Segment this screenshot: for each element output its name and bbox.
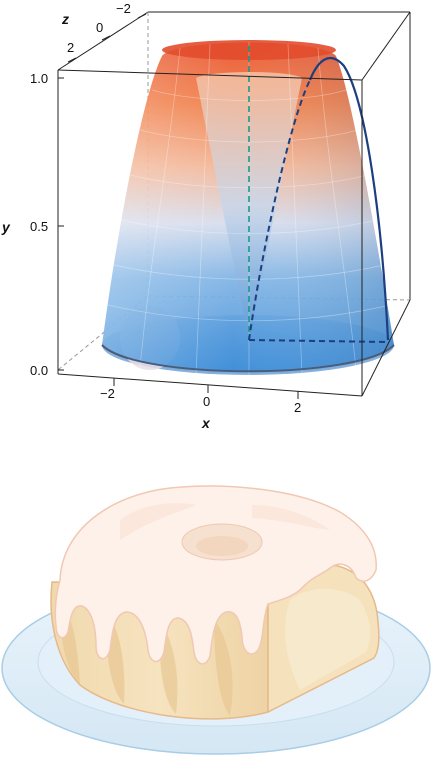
z-tick-neg2: −2 [116, 1, 131, 16]
z-axis-label: z [61, 11, 69, 27]
bounding-box-front [57, 11, 411, 397]
x-tick-neg2: −2 [100, 386, 115, 401]
z-tick-0: 0 [96, 20, 103, 35]
glaze-highlights [120, 503, 330, 540]
generating-baseline [248, 339, 389, 343]
y-axis-label: y [1, 219, 11, 235]
y-tick-1: 1.0 [30, 71, 48, 86]
bundt-cake-slice-icon [1, 485, 431, 755]
tick-marks [58, 13, 299, 399]
generating-curve-solid [308, 57, 390, 341]
z-tick-2: 2 [67, 40, 74, 55]
x-tick-2: 2 [294, 400, 301, 415]
y-tick-0-5: 0.5 [30, 219, 48, 234]
base-rim [101, 344, 395, 373]
y-tick-0: 0.0 [30, 363, 48, 378]
x-tick-0: 0 [203, 394, 210, 409]
x-axis-label: x [201, 415, 211, 431]
solid-of-revolution-plot: 1.0 0.5 0.0 −2 0 2 −2 0 2 x y z [1, 1, 411, 431]
generating-curve-dashed [248, 79, 311, 341]
